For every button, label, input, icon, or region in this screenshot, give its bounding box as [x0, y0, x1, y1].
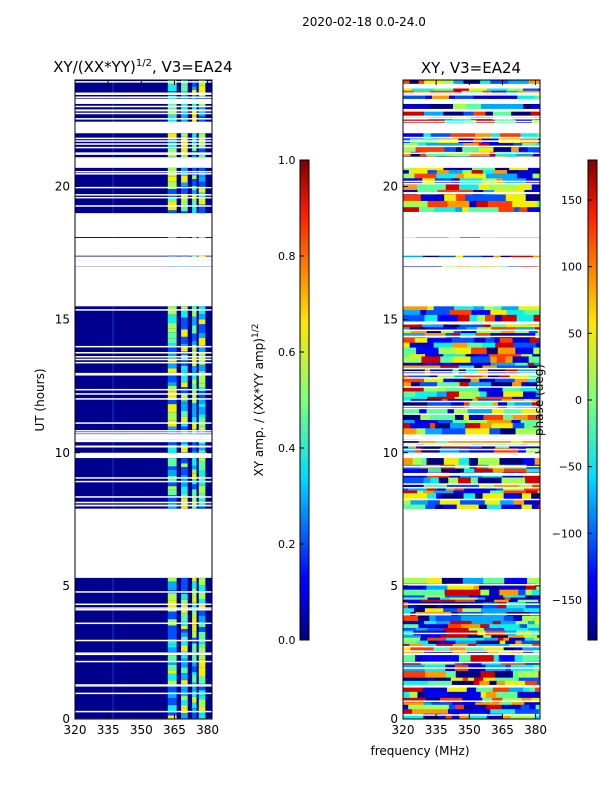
heatmap-band [403, 306, 540, 374]
heatmap-band [403, 133, 540, 159]
heatmap-band [75, 306, 212, 373]
heatmap-band [75, 103, 212, 124]
heatmap-band [75, 439, 212, 453]
amplitude-panel: XY/(XX*YY)1/2, V3=EA24 320 335 350 365 380 0… [33, 58, 233, 737]
heatmap-band [403, 577, 540, 653]
y-tick-label: 20 [55, 180, 70, 194]
heatmap-band [75, 458, 212, 509]
amplitude-axes-frame [74, 79, 213, 720]
heatmap-band [75, 80, 212, 99]
colorbar-tick-label: 0.4 [278, 442, 296, 455]
heatmap-band [403, 266, 540, 271]
y-tick-label: 20 [383, 180, 398, 194]
colorbar-tick-label: 0.8 [278, 250, 296, 263]
heatmap-band [403, 80, 540, 99]
colorbar-tick-label: 50 [568, 327, 582, 340]
x-tick-label: 365 [163, 723, 186, 737]
colorbar-tick-label: 1.0 [278, 154, 296, 167]
y-tick-label: 15 [383, 313, 398, 327]
heatmap-band [403, 458, 540, 509]
phase-axes-frame [402, 79, 541, 720]
heatmap-band [403, 255, 540, 262]
x-tick-label: 335 [425, 723, 448, 737]
amplitude-colorbar-ticks: 0.0 0.2 0.4 0.6 0.8 1.0 [278, 154, 304, 647]
y-tick-label: 5 [62, 579, 70, 593]
heatmap-band [75, 266, 212, 270]
amplitude-heatmap [75, 80, 212, 719]
amplitude-colorbar: 0.0 0.2 0.4 0.6 0.8 1.0 XY amp. / (XX*YY amp)… [251, 154, 310, 647]
heatmap-band [75, 577, 212, 653]
amplitude-colorbar-label: XY amp. / (XX*YY amp)1/2 [251, 324, 266, 477]
heatmap-band [403, 103, 540, 123]
x-tick-label: 350 [130, 723, 153, 737]
amplitude-colorbar-gradient [299, 159, 310, 641]
amplitude-y-axis: 0 5 10 15 20 [55, 180, 212, 726]
y-tick-label: 15 [55, 313, 70, 327]
y-tick-label: 0 [390, 712, 398, 726]
heatmap-band [403, 167, 540, 214]
heatmap-band [403, 439, 540, 455]
phase-colorbar-ticks: −150 −100 −50 0 50 100 150 [552, 194, 592, 607]
phase-x-axis: 320 335 350 365 380 [392, 80, 547, 737]
colorbar-tick-label: 0.2 [278, 538, 296, 551]
colorbar-tick-label: −100 [552, 527, 582, 540]
x-tick-label: 365 [491, 723, 514, 737]
phase-colorbar-label: phase (deg) [532, 364, 546, 436]
heatmap-band [75, 133, 212, 158]
x-tick-label: 320 [392, 723, 415, 737]
x-tick-label: 380 [196, 723, 219, 737]
colorbar-tick-label: 0.6 [278, 346, 296, 359]
phase-panel: XY, V3=EA24 320 335 350 365 380 0 5 10 15 20 [383, 59, 547, 737]
phase-heatmap [403, 80, 540, 719]
heatmap-band [403, 237, 540, 241]
amplitude-panel-title: XY/(XX*YY)1/2, V3=EA24 [53, 58, 232, 76]
colorbar-tick-label: 0.0 [278, 634, 296, 647]
phase-panel-title: XY, V3=EA24 [421, 59, 521, 77]
colorbar-tick-label: 150 [561, 194, 582, 207]
phase-colorbar: −150 −100 −50 0 50 100 150 phase (deg) [532, 159, 598, 641]
x-tick-label: 320 [64, 723, 87, 737]
colorbar-tick-label: −150 [552, 594, 582, 607]
amplitude-x-axis: 320 335 350 365 380 [64, 80, 219, 737]
heatmap-band [75, 237, 212, 241]
heatmap-band [75, 167, 212, 214]
colorbar-tick-label: −50 [559, 461, 582, 474]
y-tick-label: 0 [62, 712, 70, 726]
x-tick-label: 335 [97, 723, 120, 737]
phase-y-axis: 0 5 10 15 20 [383, 180, 540, 726]
heatmap-band [75, 255, 212, 263]
y-tick-label: 5 [390, 579, 398, 593]
figure-suptitle: 2020-02-18 0.0-24.0 [302, 15, 426, 29]
amplitude-ylabel: UT (hours) [33, 368, 47, 431]
y-tick-label: 10 [55, 446, 70, 460]
heatmap-band [403, 655, 540, 719]
y-tick-label: 10 [383, 446, 398, 460]
colorbar-tick-label: 100 [561, 261, 582, 274]
heatmap-band [75, 375, 212, 435]
x-tick-label: 350 [458, 723, 481, 737]
x-tick-label: 380 [524, 723, 547, 737]
heatmap-band [403, 375, 540, 435]
frequency-xlabel: frequency (MHz) [370, 744, 469, 758]
heatmap-band [75, 655, 212, 719]
colorbar-tick-label: 0 [575, 394, 582, 407]
